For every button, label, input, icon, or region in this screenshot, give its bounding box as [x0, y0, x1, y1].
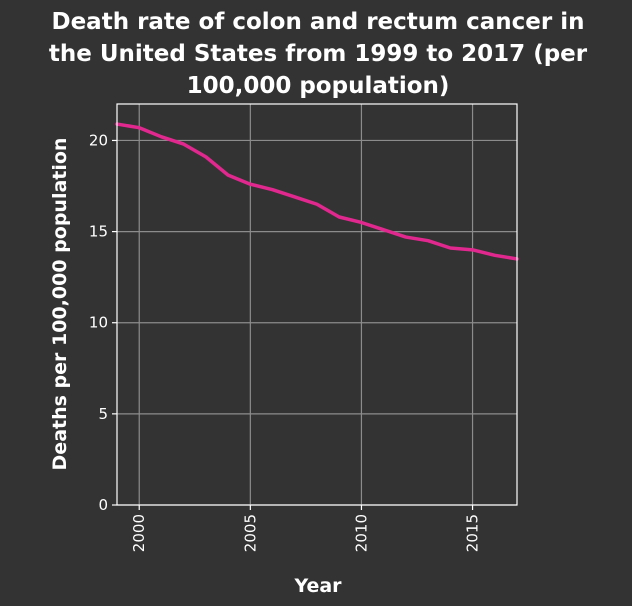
chart-title-line-1: Death rate of colon and rectum cancer in	[51, 9, 584, 35]
x-tick-label-2015: 2015	[464, 514, 482, 552]
axis-ticks: 2000 2005 2010 2015 0 5 10 15 20	[89, 131, 482, 552]
chart-title: Death rate of colon and rectum cancer in…	[49, 9, 588, 99]
chart-title-line-3: 100,000 population)	[187, 73, 450, 99]
x-tick-label-2010: 2010	[352, 514, 370, 552]
x-tick-label-2005: 2005	[241, 514, 259, 552]
y-tick-label-10: 10	[89, 314, 108, 332]
x-axis-label: Year	[293, 575, 342, 597]
y-tick-label-5: 5	[98, 405, 108, 423]
grid-lines	[117, 104, 517, 506]
y-axis-label: Deaths per 100,000 population	[49, 138, 71, 471]
series-lines	[115, 122, 519, 261]
series-line-0	[115, 122, 519, 261]
chart-title-line-2: the United States from 1999 to 2017 (per	[49, 41, 588, 67]
y-tick-label-20: 20	[89, 131, 108, 149]
x-tick-label-2000: 2000	[130, 514, 148, 552]
plot-frame	[116, 103, 518, 506]
y-tick-label-0: 0	[98, 496, 108, 514]
y-tick-label-15: 15	[89, 223, 108, 241]
